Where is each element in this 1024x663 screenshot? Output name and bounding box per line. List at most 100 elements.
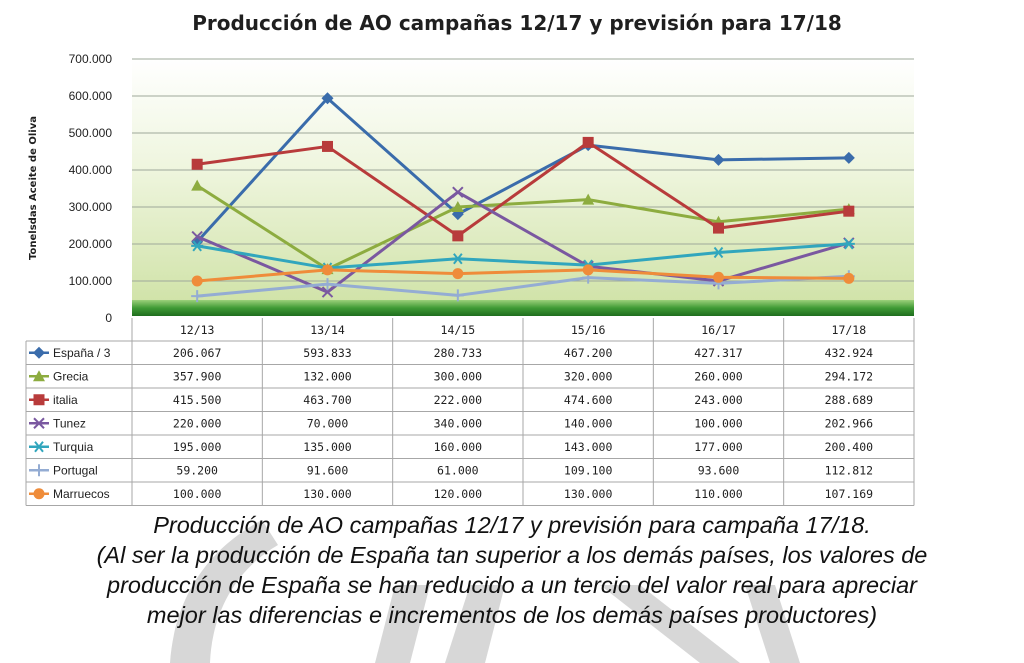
table-cell: 243.000	[694, 393, 743, 407]
table-cell: 120.000	[434, 487, 483, 501]
table-cell: 432.924	[825, 346, 874, 360]
table-cell: 70.000	[307, 416, 349, 430]
table-cell: 195.000	[173, 440, 222, 454]
table-cell: 222.000	[434, 393, 483, 407]
caption-line-3: producción de España se han reducido a u…	[107, 572, 917, 598]
legend-key-marker	[33, 370, 45, 382]
y-axis-title: Tonelsdas Aceite de Oliva	[28, 116, 39, 260]
series-name: España / 3	[53, 346, 111, 360]
table-cell: 200.400	[825, 440, 874, 454]
table-cell: 300.000	[434, 369, 483, 383]
caption-line-4: mejor las diferencias e incrementos de l…	[146, 602, 878, 628]
table-cell: 59.200	[176, 463, 218, 477]
table-cell: 280.733	[434, 346, 483, 360]
table-cell: 61.000	[437, 463, 479, 477]
table-cell: 202.966	[825, 416, 874, 430]
table-cell: 320.000	[564, 369, 613, 383]
table-cell: 206.067	[173, 346, 222, 360]
table-cell: 177.000	[694, 440, 743, 454]
series-lines	[191, 92, 855, 303]
table-cell: 474.600	[564, 393, 613, 407]
series-line	[197, 268, 849, 283]
legend-key-marker	[33, 394, 45, 406]
data-point	[451, 201, 464, 212]
series-marruecos	[191, 264, 855, 287]
x-category-label: 13/14	[310, 323, 345, 337]
table-cell: 112.812	[825, 463, 873, 477]
data-point	[452, 268, 464, 280]
table-cell: 463.700	[303, 393, 352, 407]
plot-area	[132, 59, 914, 309]
table-cell: 415.500	[173, 393, 222, 407]
y-tick-label: 400.000	[69, 163, 113, 177]
series-name: Portugal	[53, 463, 98, 477]
table-cell: 143.000	[564, 440, 613, 454]
table-cell: 130.000	[564, 487, 613, 501]
table-cell: 135.000	[303, 440, 352, 454]
chart-title: Producción de AO campañas 12/17 y previs…	[192, 11, 842, 35]
y-tick-label: 100.000	[69, 274, 113, 288]
chart: Producción de AO campañas 12/17 y previs…	[25, 11, 915, 506]
x-category-label: 12/13	[180, 323, 215, 337]
table-cell: 132.000	[303, 369, 352, 383]
table-cell: 93.600	[698, 463, 740, 477]
data-point	[322, 264, 333, 276]
legend-key-marker	[33, 464, 45, 477]
caption-line-1: Producción de AO campañas 12/17 y previs…	[153, 512, 871, 538]
x-category-label: 17/18	[832, 323, 867, 337]
data-point	[712, 153, 725, 166]
x-category-label: 16/17	[701, 323, 736, 337]
data-point	[191, 275, 203, 287]
legend-key-marker	[33, 346, 45, 359]
y-axis-title-group: Tonelsdas Aceite de Oliva	[28, 116, 39, 260]
table-cell: 107.169	[825, 487, 874, 501]
data-point	[582, 264, 594, 276]
data-table: 12/13 13/14 14/15 15/16 16/17 17/18 España / 3…	[25, 318, 915, 506]
series-line	[196, 140, 850, 238]
table-cell: 110.000	[694, 487, 743, 501]
y-tick-label: 700.000	[69, 52, 113, 66]
series-italia	[191, 136, 855, 242]
data-point	[191, 158, 203, 170]
data-point	[322, 140, 333, 152]
data-point	[451, 289, 464, 302]
table-cell: 294.172	[825, 369, 873, 383]
legend-key-marker	[33, 441, 45, 453]
x-category-label: 14/15	[441, 323, 476, 337]
table-cell: 91.600	[307, 463, 349, 477]
data-point	[713, 222, 724, 234]
series-portugal	[191, 270, 855, 303]
data-point	[191, 240, 204, 252]
series-line	[196, 184, 849, 271]
table-cell: 109.100	[564, 463, 613, 477]
table-cell: 160.000	[434, 440, 483, 454]
data-point	[191, 179, 204, 191]
data-point	[191, 230, 203, 243]
series-name: Grecia	[53, 369, 89, 383]
table-cell: 427.317	[694, 346, 743, 360]
legend-key-marker	[33, 488, 45, 500]
x-category-label: 15/16	[571, 323, 606, 337]
y-tick-label: 600.000	[69, 89, 113, 103]
legend-key-marker	[33, 417, 45, 429]
data-point	[191, 290, 204, 303]
series-name: Marruecos	[53, 487, 110, 501]
caption-line-2: (Al ser la producción de España tan supe…	[96, 542, 928, 568]
series-name: italia	[53, 393, 78, 407]
table-cell: 130.000	[303, 487, 352, 501]
data-point	[582, 136, 594, 148]
data-point	[713, 271, 724, 283]
data-point	[452, 230, 464, 242]
table-cell: 100.000	[694, 416, 743, 430]
y-tick-label: 300.000	[69, 200, 113, 214]
y-axis-ticks: 0 100.000 200.000 300.000 400.000 500.000 600.…	[69, 52, 113, 325]
data-point	[842, 151, 855, 164]
plot-floor	[132, 300, 914, 316]
table-cell: 467.200	[564, 346, 613, 360]
gridlines	[132, 58, 914, 282]
data-point	[842, 238, 855, 250]
y-tick-label: 0	[105, 311, 112, 325]
data-point	[712, 246, 725, 259]
data-point	[451, 253, 464, 265]
table-cell: 260.000	[694, 369, 743, 383]
